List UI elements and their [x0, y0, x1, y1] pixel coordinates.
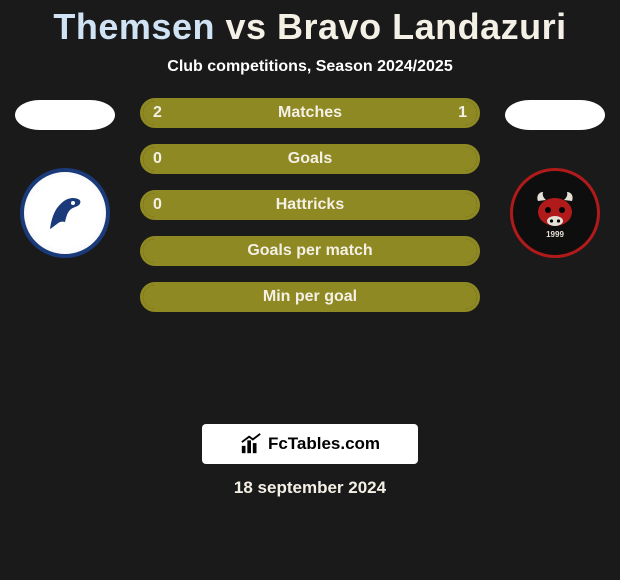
metric-label: Matches	[278, 104, 342, 122]
metric-label: Goals	[288, 150, 332, 168]
right-flag-oval	[505, 100, 605, 130]
title-right-player: Bravo Landazuri	[277, 6, 567, 47]
metric-row-mpg: Min per goal	[140, 282, 480, 312]
left-team-crest	[20, 168, 110, 258]
left-side-column	[5, 98, 125, 358]
left-flag-oval	[15, 100, 115, 130]
metric-label: Min per goal	[263, 288, 357, 306]
metric-row-hattricks: 0 Hattricks	[140, 190, 480, 220]
right-side-column: 1999	[495, 98, 615, 358]
crest-year-text: 1999	[546, 230, 564, 239]
metric-value-right: 1	[458, 104, 467, 122]
date-label: 18 september 2024	[0, 478, 620, 498]
credit-label: FcTables.com	[268, 434, 380, 454]
metric-row-matches: 2 1 Matches	[140, 98, 480, 128]
metric-row-goals: 0 Goals	[140, 144, 480, 174]
randers-horse-icon	[35, 183, 95, 243]
comparison-panel: 1999 2 1 Matches 0 Goals 0 Hattricks Goals per …	[0, 98, 620, 418]
bar-chart-icon	[240, 433, 262, 455]
metric-label: Goals per match	[247, 242, 372, 260]
title-left-player: Themsen	[53, 6, 215, 47]
page-title: Themsen vs Bravo Landazuri	[0, 0, 620, 48]
metric-row-gpm: Goals per match	[140, 236, 480, 266]
comparison-bars: 2 1 Matches 0 Goals 0 Hattricks Goals per match…	[140, 98, 480, 312]
metric-label: Hattricks	[276, 196, 344, 214]
metric-value-left: 2	[153, 104, 162, 122]
right-team-crest: 1999	[510, 168, 600, 258]
metric-value-left: 0	[153, 150, 162, 168]
midtjylland-bull-icon: 1999	[526, 184, 584, 242]
subtitle: Club competitions, Season 2024/2025	[0, 58, 620, 76]
title-vs: vs	[225, 6, 266, 47]
metric-value-left: 0	[153, 196, 162, 214]
credit-badge: FcTables.com	[202, 424, 418, 464]
